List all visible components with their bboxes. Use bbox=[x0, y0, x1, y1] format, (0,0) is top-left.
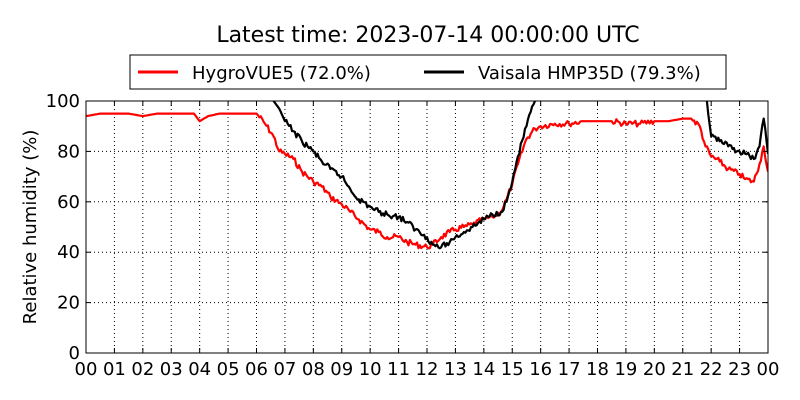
x-tick-label: 10 bbox=[359, 359, 382, 380]
x-tick-label: 08 bbox=[302, 359, 325, 380]
legend-entry-hygrovue5: HygroVUE5 (72.0%) bbox=[192, 63, 371, 84]
ticks bbox=[85, 100, 769, 354]
y-tick-label: 60 bbox=[57, 192, 80, 213]
x-tick-label: 03 bbox=[160, 359, 183, 380]
x-tick-label: 18 bbox=[586, 359, 609, 380]
legend-entry-vaisala: Vaisala HMP35D (79.3%) bbox=[478, 63, 701, 84]
series-layer bbox=[86, 101, 768, 250]
y-tick-label: 100 bbox=[46, 91, 80, 112]
y-axis-label: Relative humidity (%) bbox=[20, 130, 41, 325]
y-tick-label: 0 bbox=[69, 343, 80, 364]
x-tick-label: 01 bbox=[103, 359, 126, 380]
series-line-vaisala bbox=[272, 101, 768, 250]
series-line-hygrovue5 bbox=[86, 112, 768, 250]
x-tick-label: 23 bbox=[728, 359, 751, 380]
x-tick-label: 19 bbox=[614, 359, 637, 380]
y-tick-labels: 0 20 40 60 80 100 bbox=[46, 91, 80, 364]
y-tick-label: 20 bbox=[57, 293, 80, 314]
x-tick-label: 07 bbox=[273, 359, 296, 380]
x-tick-label: 00 bbox=[757, 359, 780, 380]
plot-area bbox=[85, 100, 769, 354]
x-tick-label: 17 bbox=[558, 359, 581, 380]
x-tick-label: 12 bbox=[416, 359, 439, 380]
legend: HygroVUE5 (72.0%) Vaisala HMP35D (79.3%) bbox=[129, 54, 727, 90]
y-tick-label: 40 bbox=[57, 242, 80, 263]
grid bbox=[86, 101, 768, 353]
x-tick-label: 05 bbox=[217, 359, 240, 380]
chart-title: Latest time: 2023-07-14 00:00:00 UTC bbox=[216, 23, 639, 48]
x-tick-label: 09 bbox=[330, 359, 353, 380]
x-tick-label: 22 bbox=[700, 359, 723, 380]
x-tick-label: 02 bbox=[131, 359, 154, 380]
x-tick-label: 00 bbox=[75, 359, 98, 380]
x-tick-label: 21 bbox=[671, 359, 694, 380]
x-tick-label: 15 bbox=[501, 359, 524, 380]
x-tick-label: 06 bbox=[245, 359, 268, 380]
x-tick-label: 14 bbox=[472, 359, 495, 380]
y-tick-label: 80 bbox=[57, 141, 80, 162]
x-tick-label: 11 bbox=[387, 359, 410, 380]
x-tick-label: 20 bbox=[643, 359, 666, 380]
x-tick-label: 04 bbox=[188, 359, 211, 380]
x-tick-label: 16 bbox=[529, 359, 552, 380]
x-tick-labels: 00 01 02 03 04 05 06 07 08 09 10 11 12 13 14 15 16 17 18 19… bbox=[75, 359, 780, 380]
x-tick-label: 13 bbox=[444, 359, 467, 380]
